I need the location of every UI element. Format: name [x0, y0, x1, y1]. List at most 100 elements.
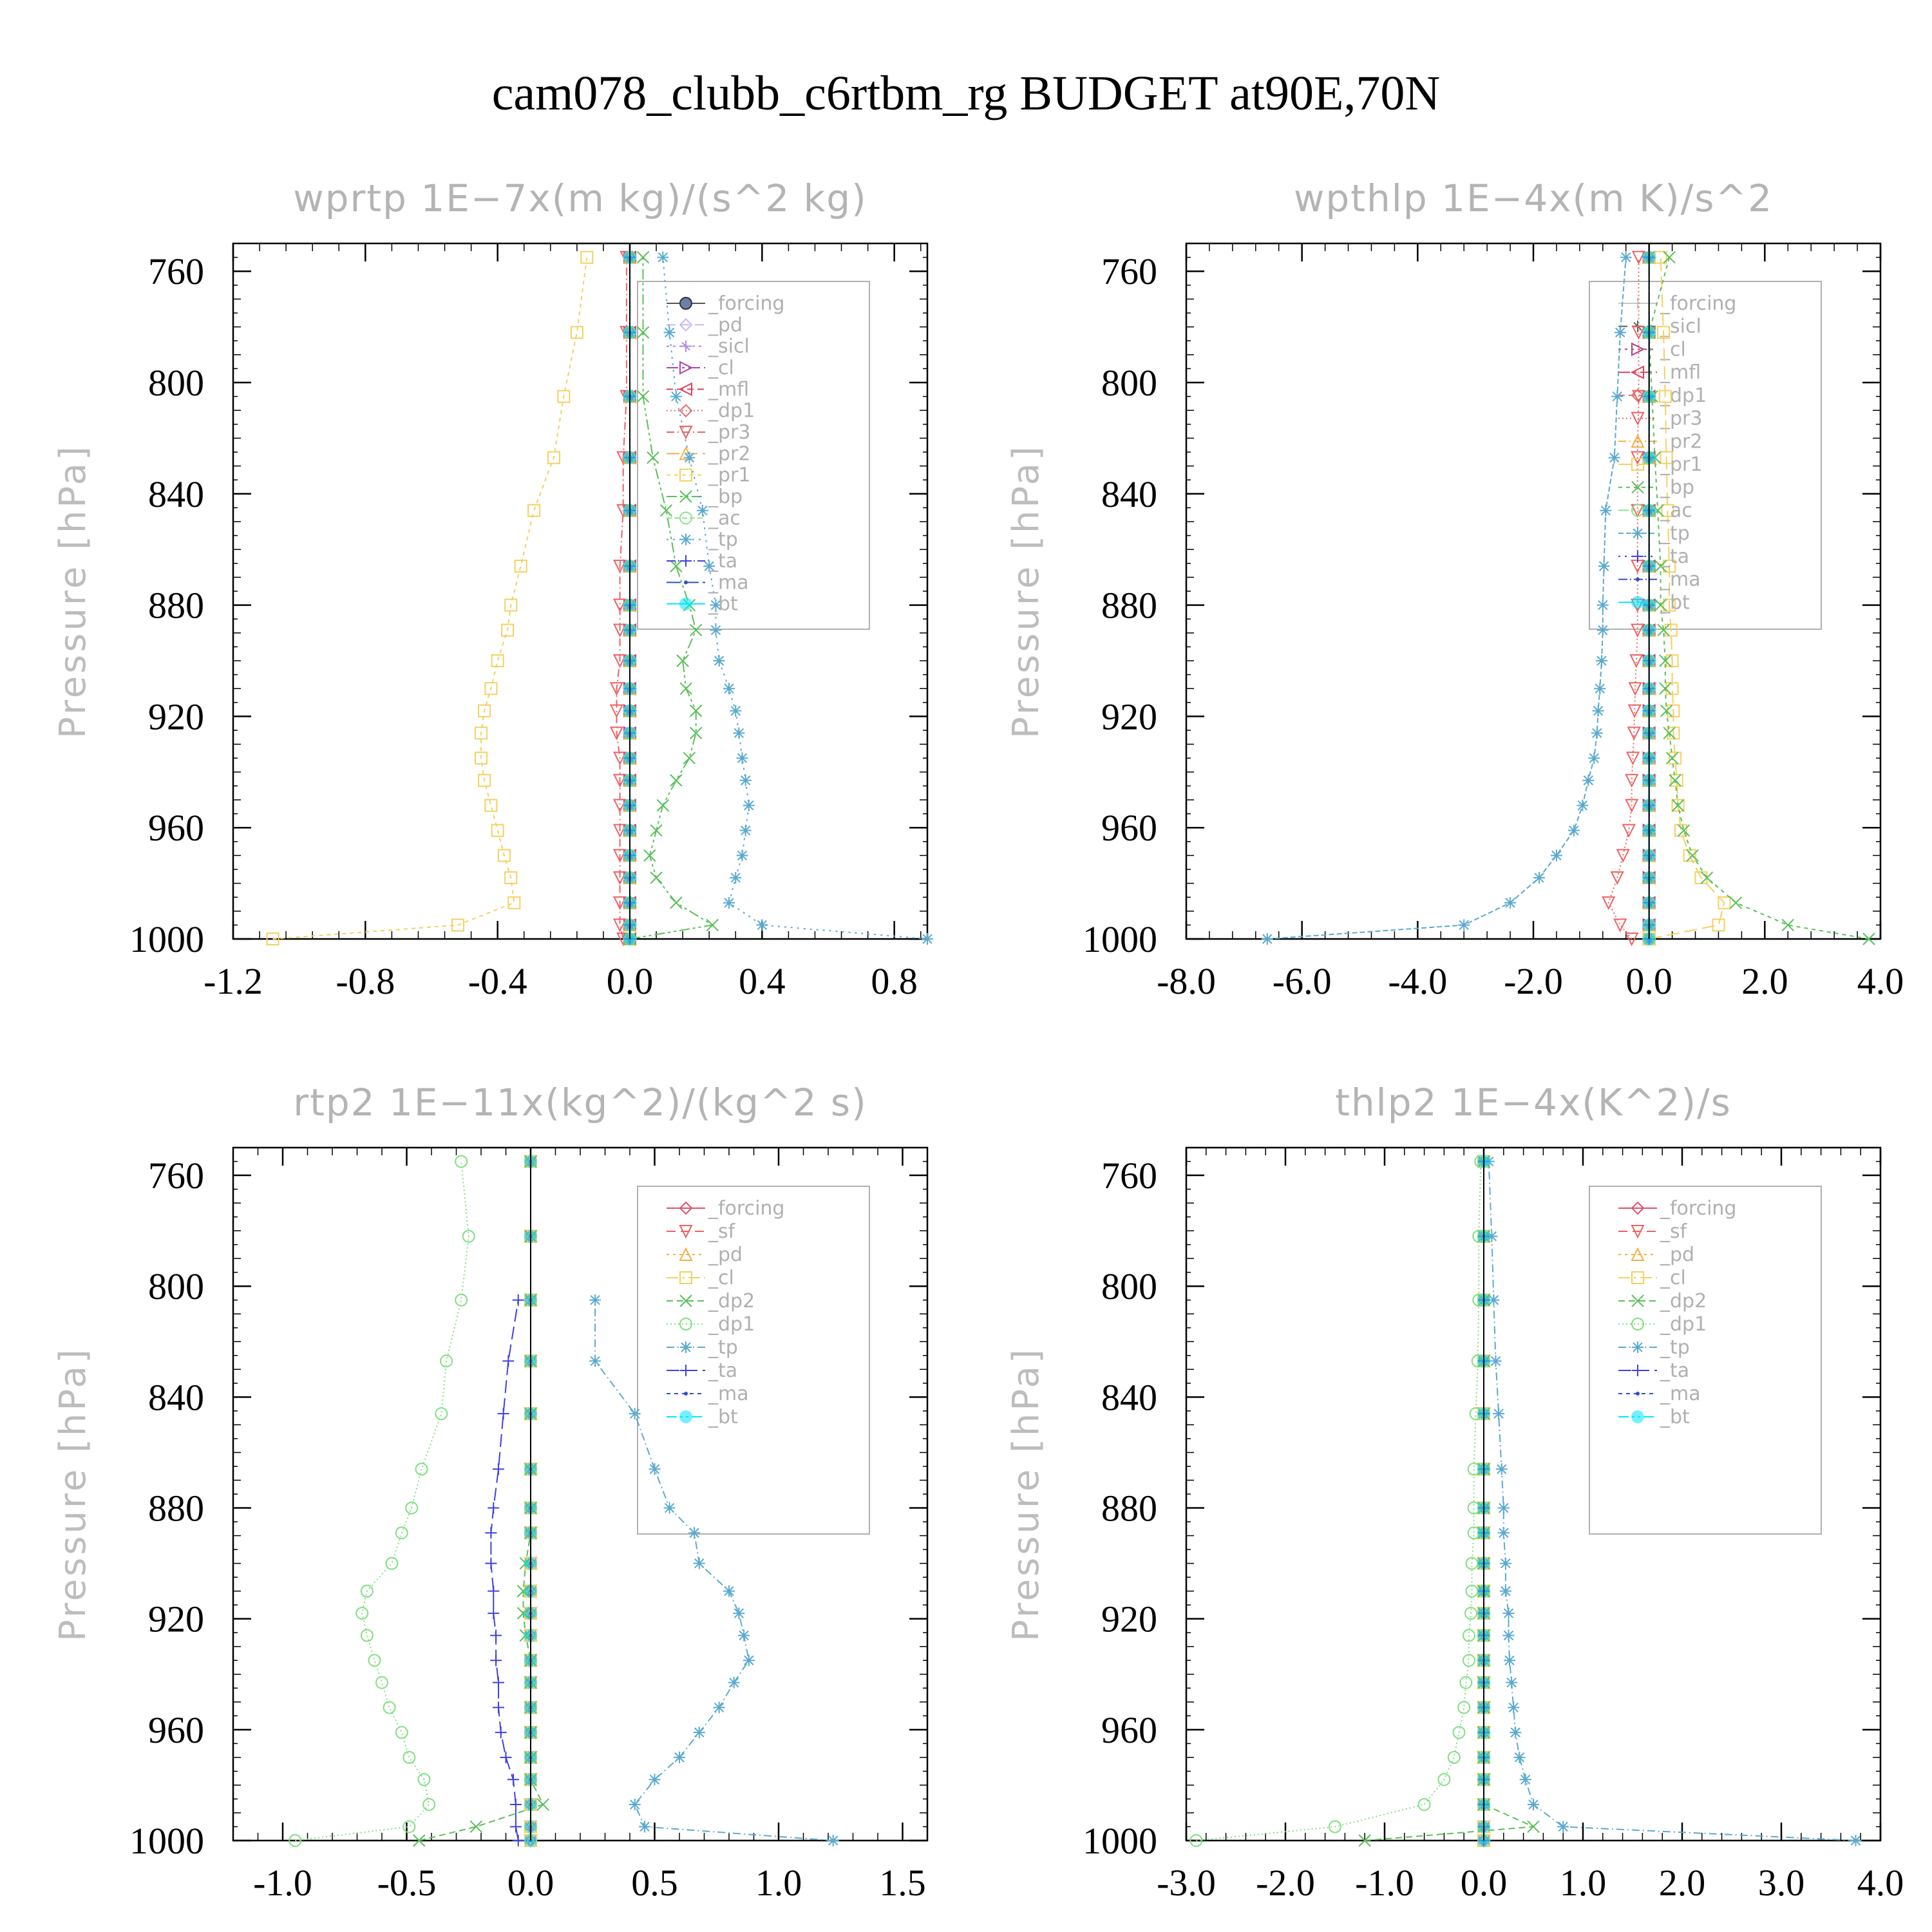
y-tick-label: 800	[148, 1265, 204, 1307]
series-tp	[657, 251, 933, 945]
y-tick-label: 880	[148, 585, 204, 627]
x-tick-label: 1.0	[755, 1862, 802, 1904]
data-point	[713, 655, 725, 667]
legend-label: _pr3	[1660, 408, 1702, 430]
x-tick-label: -1.0	[253, 1862, 312, 1904]
legend-label: _sicl	[708, 336, 750, 358]
panel-title: wpthlp 1E−4x(m K)/s^2	[1294, 176, 1773, 220]
data-point	[713, 1701, 725, 1714]
data-point	[1660, 705, 1673, 717]
data-point	[395, 1526, 408, 1540]
data-point	[663, 327, 676, 339]
data-point	[1600, 504, 1612, 516]
data-point	[739, 774, 752, 786]
data-point	[1631, 251, 1646, 265]
data-point	[1671, 799, 1685, 812]
panel-4: thlp2 1E−4x(K^2)/s Pressure [hPa] 760 800 84…	[1005, 1081, 1904, 1904]
data-point	[650, 871, 663, 884]
y-tick-label: 920	[1101, 696, 1157, 737]
data-point	[1519, 1774, 1531, 1786]
legend-label: _mfl	[1660, 361, 1701, 384]
legend-marker	[680, 555, 692, 567]
x-tick-label: 4.0	[1857, 960, 1904, 1002]
data-point	[502, 1355, 515, 1367]
data-point	[1665, 752, 1679, 764]
data-point	[612, 896, 627, 911]
y-tick-label: 920	[1101, 1598, 1157, 1640]
series-tp	[1261, 251, 1632, 945]
legend-marker	[1632, 527, 1643, 540]
data-point	[509, 1799, 522, 1811]
data-point	[385, 1557, 399, 1570]
legend-marker	[1631, 1201, 1645, 1215]
data-point	[402, 1820, 416, 1833]
legend-label: _ac	[1660, 499, 1692, 522]
data-point	[497, 849, 511, 862]
x-tick-label: 0.0	[607, 960, 654, 1002]
data-point	[612, 799, 627, 813]
y-axis-label: Pressure [hPa]	[52, 444, 94, 739]
data-point	[488, 1607, 500, 1620]
data-point	[1490, 1355, 1502, 1367]
legend-label: _bt	[708, 593, 738, 616]
y-tick-label: 760	[1101, 1155, 1157, 1197]
series-line	[1488, 1161, 1856, 1841]
y-tick-label: 840	[1101, 473, 1157, 515]
y-tick-label: 800	[148, 362, 204, 404]
data-point	[612, 598, 627, 612]
panel-title: thlp2 1E−4x(K^2)/s	[1335, 1081, 1732, 1124]
series-tp	[589, 1294, 839, 1846]
panel-3: rtp2 1E−11x(kg^2)/(kg^2 s) Pressure [hPa]…	[52, 1081, 929, 1904]
data-point	[659, 504, 673, 517]
data-point	[663, 1502, 676, 1514]
panel-title: wprtp 1E−7x(m kg)/(s^2 kg)	[293, 176, 867, 220]
y-tick-label: 840	[1101, 1376, 1157, 1418]
data-point	[710, 624, 722, 636]
legend-marker	[684, 580, 688, 585]
data-point	[1582, 774, 1595, 786]
data-point	[609, 726, 624, 741]
x-tick-label: -2.0	[1256, 1862, 1315, 1904]
data-point	[1718, 896, 1731, 909]
data-point	[656, 799, 670, 812]
legend-label: _forcing	[1660, 292, 1736, 315]
data-point	[689, 705, 703, 717]
x-tick-label: -0.8	[336, 960, 395, 1002]
data-point	[612, 654, 627, 668]
data-point	[422, 1798, 436, 1812]
data-point	[733, 1607, 745, 1620]
data-point	[488, 1502, 500, 1514]
legend-label: _ta	[1660, 545, 1689, 568]
x-tick-label: 0.0	[1625, 960, 1672, 1002]
panel-title: rtp2 1E−11x(kg^2)/(kg^2 s)	[293, 1081, 867, 1124]
data-point	[1417, 1798, 1431, 1812]
legend-marker	[679, 511, 692, 525]
data-point	[1671, 799, 1685, 812]
legend-label: _ma	[1660, 1383, 1701, 1405]
data-point	[1729, 896, 1743, 909]
data-point	[484, 799, 498, 812]
data-point	[1669, 752, 1682, 765]
data-point	[1712, 918, 1725, 932]
data-point	[733, 727, 745, 739]
data-point	[1658, 390, 1672, 403]
data-point	[723, 896, 735, 909]
data-point	[629, 1408, 641, 1420]
series-dp2	[1358, 1155, 1540, 1847]
data-point	[1625, 752, 1640, 766]
data-point	[1657, 326, 1671, 339]
data-point	[413, 1834, 426, 1847]
data-point	[670, 390, 682, 402]
data-point	[383, 1701, 396, 1714]
data-point	[1533, 871, 1545, 884]
data-point	[1628, 682, 1642, 696]
data-point	[469, 1820, 483, 1833]
legend-marker	[679, 1201, 693, 1215]
data-point	[1654, 598, 1667, 612]
data-point	[649, 1774, 661, 1786]
series-line	[272, 257, 588, 940]
series-line	[1267, 257, 1627, 940]
data-point	[1620, 251, 1632, 263]
data-point	[1663, 560, 1676, 573]
legend-label: _ac	[708, 507, 741, 529]
